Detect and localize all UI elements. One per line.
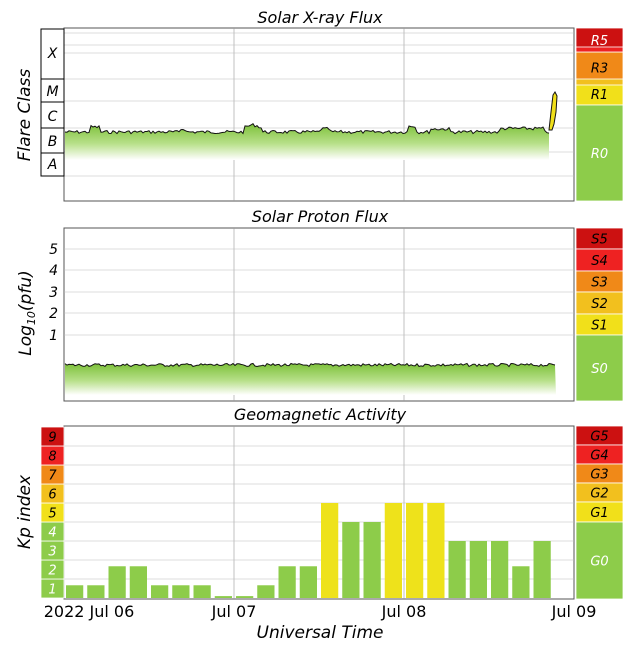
scale-label-s5: S5: [591, 233, 608, 248]
kp-bar-5: [172, 585, 190, 598]
x-axis-tick-labels: 2022 Jul 06 Jul 07 Jul 08 Jul 09: [44, 602, 597, 621]
proton-ylabel-sub: 10: [25, 311, 38, 325]
class-label-M: M: [46, 84, 58, 100]
kp-bar-21: [512, 566, 530, 598]
scale-cell-r2: [575, 78, 624, 86]
kp-level-label-8: 8: [48, 450, 56, 465]
kp-level-label-9: 9: [48, 431, 56, 446]
kp-bar-14: [363, 522, 381, 598]
scale-label-g3: G3: [590, 468, 608, 483]
kp-level-label-6: 6: [48, 488, 56, 503]
scale-label-s4: S4: [591, 254, 608, 269]
proton-ylabel-prefix: Log: [16, 325, 36, 356]
kp-bars: [66, 503, 551, 598]
scale-label-s0: S0: [591, 362, 608, 377]
kp-bar-6: [193, 585, 211, 598]
proton-ytick-4: 4: [49, 263, 58, 279]
kp-level-cell-9: [40, 426, 65, 447]
proton-grid: [64, 228, 574, 401]
x-tick-label-1: Jul 07: [211, 602, 257, 621]
kp-bar-18: [448, 541, 466, 598]
scale-cell-s0: [575, 334, 624, 402]
x-tick-label-3: Jul 09: [551, 602, 597, 621]
kp-level-strip: 1 2 3 4 5 6 7 8 9: [40, 426, 65, 599]
kp-bar-11: [299, 566, 317, 598]
scale-label-s2: S2: [591, 297, 608, 312]
kp-bar-0: [66, 585, 84, 598]
kp-bar-9: [257, 585, 275, 598]
kp-bar-2: [108, 566, 126, 598]
kp-bar-10: [278, 566, 296, 598]
kp-level-label-5: 5: [48, 507, 56, 522]
xray-ylabel: Flare Class: [15, 69, 35, 162]
kp-bar-16: [406, 503, 424, 598]
scale-label-s3: S3: [591, 276, 608, 291]
kp-bar-7: [214, 596, 232, 598]
proton-ytick-2: 2: [49, 306, 58, 322]
proton-ylabel: Log10(pfu): [16, 270, 38, 356]
kp-bar-13: [342, 522, 360, 598]
class-label-B: B: [48, 134, 58, 150]
scale-label-r3: R3: [591, 62, 608, 77]
kp-g-scale: G5 G4 G3 G2 G1 G0: [575, 425, 624, 600]
kp-bar-19: [469, 541, 487, 598]
kp-bar-3: [129, 566, 147, 598]
proton-s-scale: S5 S4 S3 S2 S1 S0: [575, 227, 624, 402]
proton-ytick-3: 3: [49, 285, 58, 301]
scale-cell-g0: [575, 521, 624, 600]
x-tick-label-0: 2022 Jul 06: [44, 602, 135, 621]
class-label-X: X: [47, 46, 58, 62]
kp-bar-1: [87, 585, 105, 598]
proton-ytick-5: 5: [49, 242, 58, 258]
kp-bar-8: [236, 596, 254, 598]
xray-flux-spike: [548, 91, 558, 131]
kp-level-label-2: 2: [48, 564, 56, 579]
xray-r-scale: R5 R3 R1 R0: [575, 27, 624, 202]
xray-plot-frame: [63, 27, 575, 202]
x-tick-label-2: Jul 08: [381, 602, 427, 621]
kp-ylabel: Kp index: [15, 474, 35, 549]
proton-ytick-1: 1: [49, 328, 58, 344]
kp-grid: [64, 426, 574, 599]
scale-label-g5: G5: [590, 430, 608, 445]
proton-y-ticks: 5 4 3 2 1: [49, 242, 58, 344]
kp-level-label-7: 7: [48, 469, 57, 484]
class-label-A: A: [47, 157, 58, 173]
kp-plot-frame: [63, 425, 575, 600]
scale-label-r0: R0: [591, 147, 608, 162]
proton-ylabel-unit: (pfu): [16, 270, 36, 311]
xray-flux-line: [64, 123, 550, 135]
proton-flux-line: [64, 362, 556, 368]
kp-bar-20: [491, 541, 509, 598]
proton-title: Solar Proton Flux: [252, 207, 389, 226]
scale-cell-r4: [575, 46, 624, 53]
x-axis-label: Universal Time: [257, 623, 384, 643]
class-label-C: C: [48, 109, 58, 125]
kp-level-label-4: 4: [48, 526, 56, 541]
kp-title: Geomagnetic Activity: [234, 405, 407, 424]
kp-bar-12: [321, 503, 339, 598]
kp-bar-22: [533, 541, 551, 598]
kp-level-label-3: 3: [48, 545, 56, 560]
kp-bar-17: [427, 503, 445, 598]
scale-label-s1: S1: [591, 319, 608, 334]
xray-title: Solar X-ray Flux: [257, 8, 383, 27]
kp-bar-15: [384, 503, 402, 598]
scale-label-g2: G2: [590, 487, 608, 502]
svg-text:Log10(pfu): Log10(pfu): [16, 270, 38, 356]
scale-label-g0: G0: [590, 555, 608, 570]
scale-label-r5: R5: [591, 34, 608, 49]
proton-flux-area: [65, 363, 556, 395]
kp-level-label-1: 1: [48, 583, 56, 598]
kp-bar-4: [151, 585, 169, 598]
scale-label-g4: G4: [590, 449, 608, 464]
scale-cell-r0: [575, 104, 624, 202]
scale-label-g1: G1: [590, 506, 608, 521]
scale-cell-r3: [575, 51, 624, 84]
scale-label-r1: R1: [591, 88, 608, 103]
